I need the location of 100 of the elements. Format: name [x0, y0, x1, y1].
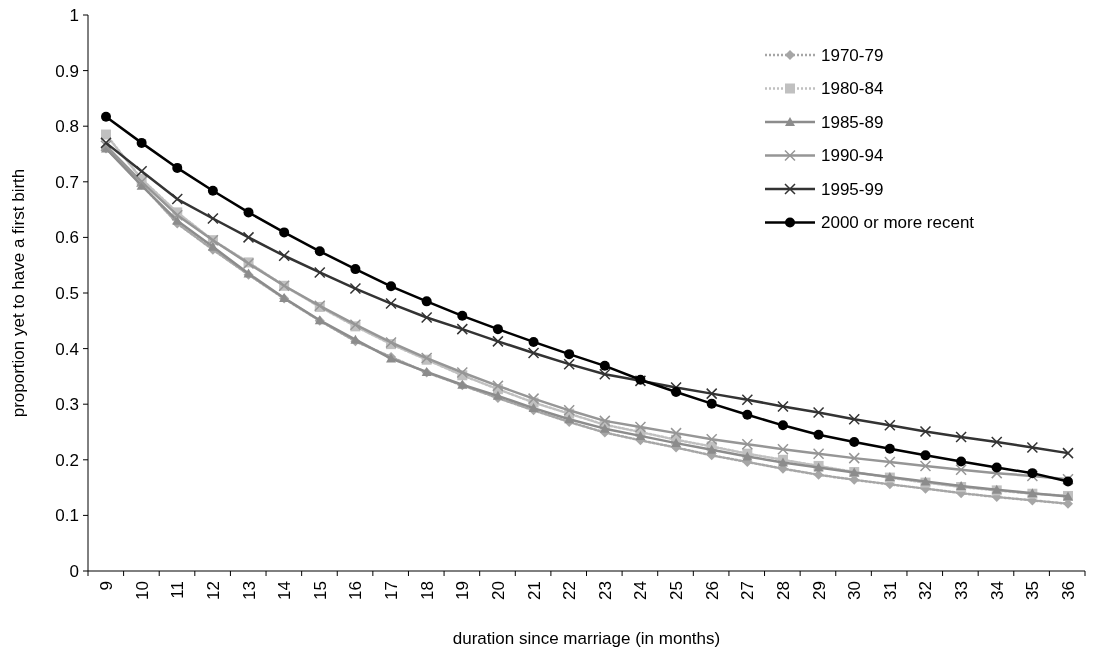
point [207, 212, 219, 225]
point [135, 165, 148, 177]
point [884, 456, 896, 468]
y-tick-label: 1 [69, 5, 79, 25]
legend-label: 1990-94 [821, 146, 884, 166]
x-tick-label: 14 [275, 581, 295, 600]
x-tick-label: 18 [417, 581, 437, 600]
y-tick-label: 0.6 [55, 228, 79, 248]
point [599, 423, 610, 433]
point [456, 323, 469, 335]
point [671, 438, 682, 448]
y-axis-title: proportion yet to have a first birth [9, 168, 28, 418]
x-tick-label: 23 [595, 581, 615, 600]
point [671, 386, 682, 397]
x-tick-label: 11 [168, 581, 188, 599]
point [1062, 447, 1074, 459]
y-tick-label: 0 [69, 561, 79, 581]
x-tick-label: 33 [952, 581, 972, 600]
point [705, 433, 718, 445]
x-tick-label: 29 [809, 581, 829, 600]
point [279, 227, 290, 238]
x-tick-label: 35 [1023, 581, 1043, 600]
point [492, 335, 504, 348]
x-tick-label: 12 [203, 581, 223, 600]
x-tick-label: 24 [631, 581, 651, 600]
point [421, 296, 432, 307]
point [242, 231, 255, 244]
point [884, 443, 895, 454]
point [207, 185, 218, 196]
point [527, 392, 540, 405]
x-tick-label: 34 [987, 581, 1007, 600]
point [136, 137, 147, 148]
x-tick-label: 13 [239, 581, 259, 600]
point [991, 462, 1002, 473]
point [848, 452, 860, 464]
y-tick-label: 0.1 [55, 506, 79, 526]
x-tick-label: 9 [97, 581, 116, 591]
x-tick-label: 19 [453, 581, 473, 600]
x-tick-label: 22 [560, 581, 580, 600]
point [385, 297, 397, 310]
point [314, 246, 325, 257]
point [492, 390, 503, 400]
point [171, 193, 184, 205]
point [777, 443, 789, 455]
point [599, 368, 611, 380]
point [527, 347, 540, 359]
point [812, 406, 825, 419]
x-tick-label: 20 [488, 581, 508, 600]
point [350, 264, 361, 275]
point [919, 460, 932, 472]
x-tick-label: 10 [132, 581, 152, 600]
point [741, 394, 754, 406]
point [955, 464, 967, 476]
point [777, 400, 789, 413]
point [634, 421, 647, 433]
point [956, 456, 967, 467]
y-tick-label: 0.4 [55, 339, 79, 359]
x-tick-label: 16 [346, 581, 366, 600]
point [919, 425, 932, 438]
point [101, 129, 111, 140]
point [314, 266, 326, 279]
x-axis-title: duration since marriage (in months) [452, 629, 721, 648]
x-tick-label: 15 [310, 581, 330, 600]
y-tick-label: 0.7 [55, 172, 79, 192]
point [492, 324, 503, 335]
y-tick-label: 0.5 [55, 283, 79, 303]
x-tick-label: 36 [1059, 581, 1078, 600]
point [349, 282, 362, 295]
x-tick-label: 28 [773, 581, 793, 600]
point [848, 413, 860, 425]
point [990, 436, 1003, 448]
legend-label: 1980-84 [821, 79, 884, 99]
point [101, 111, 111, 122]
point [492, 380, 504, 392]
point [420, 311, 433, 324]
point [386, 281, 397, 292]
point [705, 387, 718, 400]
point [243, 207, 254, 218]
point [741, 438, 754, 450]
y-tick-label: 0.2 [55, 450, 79, 470]
point [990, 467, 1003, 479]
point [172, 162, 183, 173]
point [599, 360, 610, 371]
x-tick-label: 27 [738, 581, 758, 600]
x-tick-label: 32 [916, 581, 936, 600]
point [920, 450, 931, 461]
legend-label: 2000 or more recent [821, 213, 975, 233]
point [706, 398, 717, 409]
point [955, 431, 967, 443]
x-tick-label: 25 [667, 581, 687, 600]
point [564, 349, 575, 360]
point [1026, 441, 1039, 454]
x-tick-label: 30 [845, 581, 865, 600]
y-tick-label: 0.9 [55, 61, 79, 81]
x-tick-label: 26 [702, 581, 722, 600]
legend-label: 1995-99 [821, 179, 884, 199]
y-tick-label: 0.8 [55, 117, 79, 137]
point [563, 404, 575, 417]
point [812, 447, 825, 460]
legend-label: 1985-89 [821, 112, 884, 132]
